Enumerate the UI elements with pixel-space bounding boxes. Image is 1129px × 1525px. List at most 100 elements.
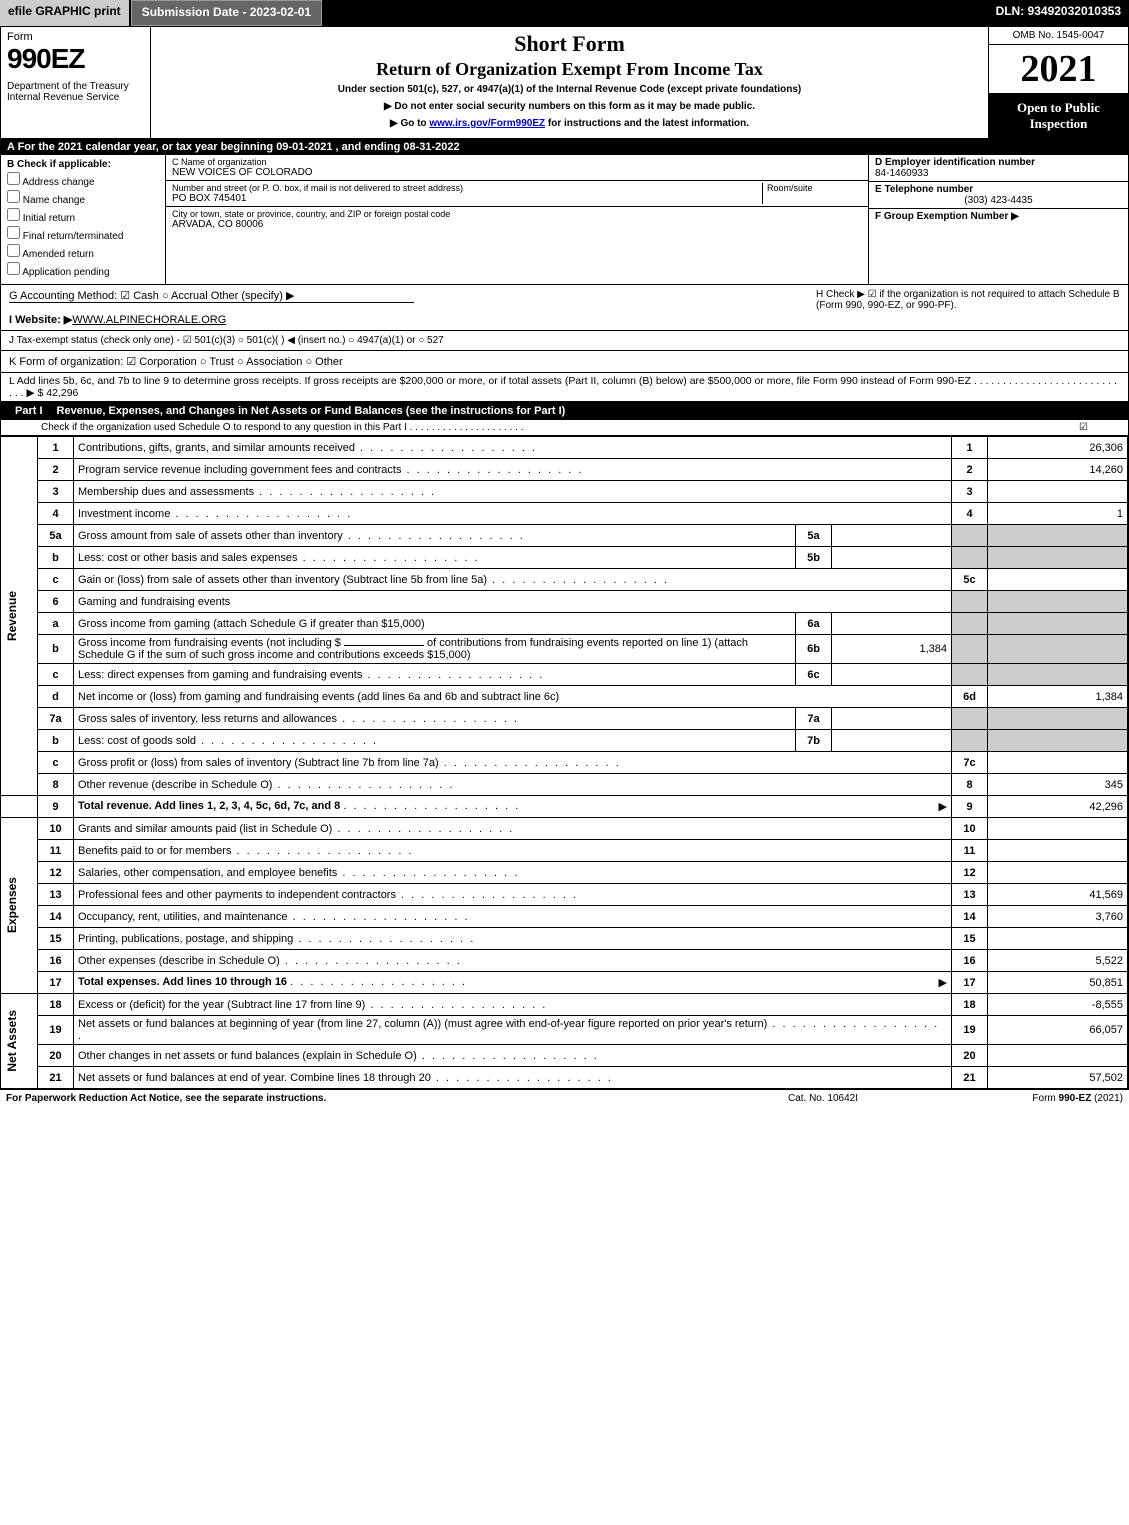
- line-18-val: -8,555: [988, 994, 1128, 1016]
- goto-post: for instructions and the latest informat…: [545, 118, 749, 129]
- header-right: OMB No. 1545-0047 2021 Open to Public In…: [988, 27, 1128, 138]
- line-16-val: 5,522: [988, 950, 1128, 972]
- line-15-val: [988, 928, 1128, 950]
- irs-link[interactable]: www.irs.gov/Form990EZ: [429, 118, 545, 129]
- line-11-desc: Benefits paid to or for members: [74, 840, 952, 862]
- section-b: B Check if applicable: Address change Na…: [1, 155, 166, 284]
- line-13-desc: Professional fees and other payments to …: [74, 884, 952, 906]
- form-990ez: Form 990EZ Department of the Treasury In…: [0, 26, 1129, 1090]
- c-street-cell: Number and street (or P. O. box, if mail…: [166, 181, 868, 207]
- b-address-change-checkbox[interactable]: [7, 172, 20, 185]
- i-label: I Website: ▶: [9, 314, 72, 326]
- b-application-pending-checkbox[interactable]: [7, 262, 20, 275]
- c-name-value: NEW VOICES OF COLORADO: [172, 167, 862, 178]
- row-a-tax-year: A For the 2021 calendar year, or tax yea…: [1, 139, 1128, 155]
- b-name-change-checkbox[interactable]: [7, 190, 20, 203]
- b-amended-return-checkbox[interactable]: [7, 244, 20, 257]
- line-15-desc: Printing, publications, postage, and shi…: [74, 928, 952, 950]
- open-to-public: Open to Public Inspection: [989, 93, 1128, 138]
- line-6d-val: 1,384: [988, 686, 1128, 708]
- e-value: (303) 423-4435: [875, 195, 1122, 206]
- e-label: E Telephone number: [875, 184, 1122, 195]
- line-18-desc: Excess or (deficit) for the year (Subtra…: [74, 994, 952, 1016]
- department: Department of the Treasury Internal Reve…: [7, 81, 144, 103]
- g-accounting: G Accounting Method: ☑ Cash ○ Accrual Ot…: [1, 285, 808, 330]
- line-2-desc: Program service revenue including govern…: [74, 459, 952, 481]
- submission-date: Submission Date - 2023-02-01: [131, 0, 322, 26]
- side-net-assets: Net Assets: [1, 994, 38, 1089]
- c-name-label: C Name of organization: [172, 157, 862, 167]
- line-14-val: 3,760: [988, 906, 1128, 928]
- line-9-val: 42,296: [988, 796, 1128, 818]
- efile-print-button[interactable]: efile GRAPHIC print: [0, 0, 131, 26]
- tax-year: 2021: [989, 45, 1128, 93]
- i-website: WWW.ALPINECHORALE.ORG: [72, 314, 226, 326]
- b-initial-return[interactable]: Initial return: [7, 208, 159, 224]
- g-text: G Accounting Method: ☑ Cash ○ Accrual Ot…: [9, 289, 414, 303]
- form-label: Form: [7, 31, 144, 43]
- row-j: J Tax-exempt status (check only one) - ☑…: [1, 331, 1128, 351]
- row-k: K Form of organization: ☑ Corporation ○ …: [1, 351, 1128, 373]
- line-5b-subval: [832, 547, 952, 569]
- line-3-val: [988, 481, 1128, 503]
- line-6a-subval: [832, 613, 952, 635]
- f-label: F Group Exemption Number ▶: [875, 211, 1122, 222]
- b-final-return[interactable]: Final return/terminated: [7, 226, 159, 242]
- line-8-desc: Other revenue (describe in Schedule O): [74, 774, 952, 796]
- line-12-val: [988, 862, 1128, 884]
- side-revenue: Revenue: [1, 437, 38, 796]
- section-c: C Name of organization NEW VOICES OF COL…: [166, 155, 868, 284]
- line-10-val: [988, 818, 1128, 840]
- c-room-label: Room/suite: [767, 183, 862, 193]
- line-5a-desc: Gross amount from sale of assets other t…: [74, 525, 796, 547]
- line-1-num: 1: [38, 437, 74, 459]
- section-def: D Employer identification number 84-1460…: [868, 155, 1128, 284]
- line-3-desc: Membership dues and assessments: [74, 481, 952, 503]
- c-street-value: PO BOX 745401: [172, 193, 762, 204]
- b-address-change[interactable]: Address change: [7, 172, 159, 188]
- line-1-val: 26,306: [988, 437, 1128, 459]
- line-20-val: [988, 1045, 1128, 1067]
- dln: DLN: 93492032010353: [988, 0, 1129, 26]
- line-1-rnum: 1: [952, 437, 988, 459]
- part-i-title: Revenue, Expenses, and Changes in Net As…: [51, 405, 1122, 417]
- c-city-cell: City or town, state or province, country…: [166, 207, 868, 232]
- line-6d-desc: Net income or (loss) from gaming and fun…: [74, 686, 952, 708]
- part-i-sub-text: Check if the organization used Schedule …: [41, 422, 523, 433]
- b-name-change[interactable]: Name change: [7, 190, 159, 206]
- part-i-checkbox[interactable]: ☑: [1079, 422, 1088, 433]
- form-header: Form 990EZ Department of the Treasury In…: [1, 27, 1128, 139]
- b-header: B Check if applicable:: [7, 159, 159, 170]
- header-center: Short Form Return of Organization Exempt…: [151, 27, 988, 138]
- line-6b-subval: 1,384: [832, 635, 952, 664]
- line-2-val: 14,260: [988, 459, 1128, 481]
- b-final-return-checkbox[interactable]: [7, 226, 20, 239]
- line-6c-subval: [832, 664, 952, 686]
- line-1-desc: Contributions, gifts, grants, and simila…: [74, 437, 952, 459]
- row-gh: G Accounting Method: ☑ Cash ○ Accrual Ot…: [1, 285, 1128, 331]
- footer-right: Form 990-EZ (2021): [923, 1093, 1123, 1104]
- d-ein: D Employer identification number 84-1460…: [869, 155, 1128, 182]
- c-city-label: City or town, state or province, country…: [172, 209, 862, 219]
- line-13-val: 41,569: [988, 884, 1128, 906]
- c-name-cell: C Name of organization NEW VOICES OF COL…: [166, 155, 868, 181]
- line-11-val: [988, 840, 1128, 862]
- line-5a-subval: [832, 525, 952, 547]
- part-i-header: Part I Revenue, Expenses, and Changes in…: [1, 402, 1128, 420]
- line-12-desc: Salaries, other compensation, and employ…: [74, 862, 952, 884]
- line-5b-desc: Less: cost or other basis and sales expe…: [74, 547, 796, 569]
- goto-pre: ▶ Go to: [390, 118, 429, 129]
- line-20-desc: Other changes in net assets or fund bala…: [74, 1045, 952, 1067]
- side-expenses: Expenses: [1, 818, 38, 994]
- b-application-pending[interactable]: Application pending: [7, 262, 159, 278]
- line-7a-subval: [832, 708, 952, 730]
- line-4-val: 1: [988, 503, 1128, 525]
- subtitle: Under section 501(c), 527, or 4947(a)(1)…: [157, 84, 982, 95]
- b-initial-return-checkbox[interactable]: [7, 208, 20, 221]
- top-bar: efile GRAPHIC print Submission Date - 20…: [0, 0, 1129, 26]
- part-i-table: Revenue 1 Contributions, gifts, grants, …: [1, 436, 1128, 1089]
- line-21-val: 57,502: [988, 1067, 1128, 1089]
- b-amended-return[interactable]: Amended return: [7, 244, 159, 260]
- d-value: 84-1460933: [875, 168, 1122, 179]
- line-17-desc: Total expenses. Add lines 10 through 16 …: [74, 972, 952, 994]
